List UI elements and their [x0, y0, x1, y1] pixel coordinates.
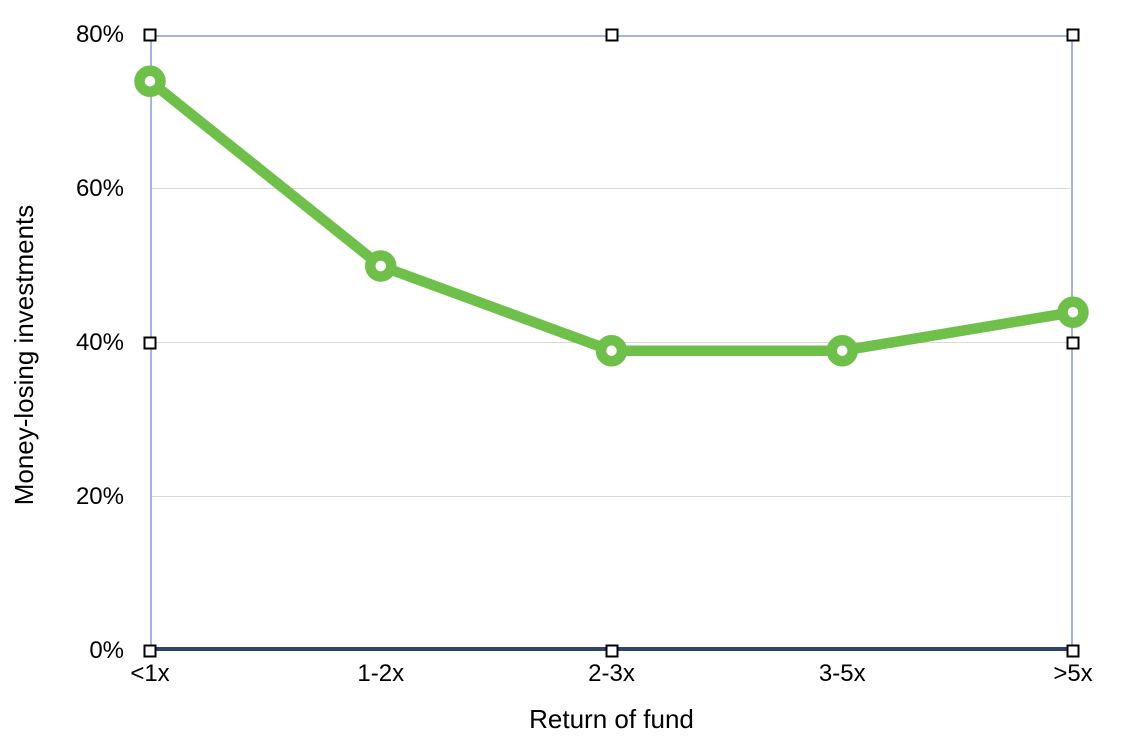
data-point-marker[interactable]: [134, 65, 166, 97]
x-axis-title: Return of fund: [529, 704, 694, 734]
gridline: [152, 496, 1071, 497]
x-tick-label: >5x: [1053, 660, 1093, 687]
data-point-marker[interactable]: [826, 334, 858, 367]
x-tick-label: 3-5x: [818, 660, 866, 687]
y-tick-label: 0%: [89, 637, 124, 664]
selection-handle[interactable]: [605, 28, 618, 42]
y-tick-label: 20%: [75, 483, 124, 510]
x-tick-label: 2-3x: [588, 660, 635, 687]
selection-handle[interactable]: [605, 644, 618, 658]
selection-handle[interactable]: [143, 336, 157, 350]
data-point-marker[interactable]: [595, 334, 628, 367]
series-line[interactable]: [146, 77, 1074, 356]
selection-handle[interactable]: [143, 28, 157, 42]
selection-handle[interactable]: [1066, 28, 1080, 42]
x-tick-label: 1-2x: [357, 660, 405, 687]
data-point-marker[interactable]: [365, 250, 397, 282]
y-tick-label: 60%: [75, 175, 124, 202]
gridline: [152, 188, 1071, 189]
selection-handle[interactable]: [1066, 644, 1080, 658]
y-tick-label: 80%: [75, 21, 124, 48]
y-tick-label: 40%: [75, 329, 124, 356]
x-tick-label: <1x: [130, 660, 170, 687]
line-series: [134, 65, 1089, 367]
selection-handle[interactable]: [143, 644, 157, 658]
data-point-marker[interactable]: [1057, 296, 1089, 328]
selection-handle[interactable]: [1066, 336, 1080, 350]
